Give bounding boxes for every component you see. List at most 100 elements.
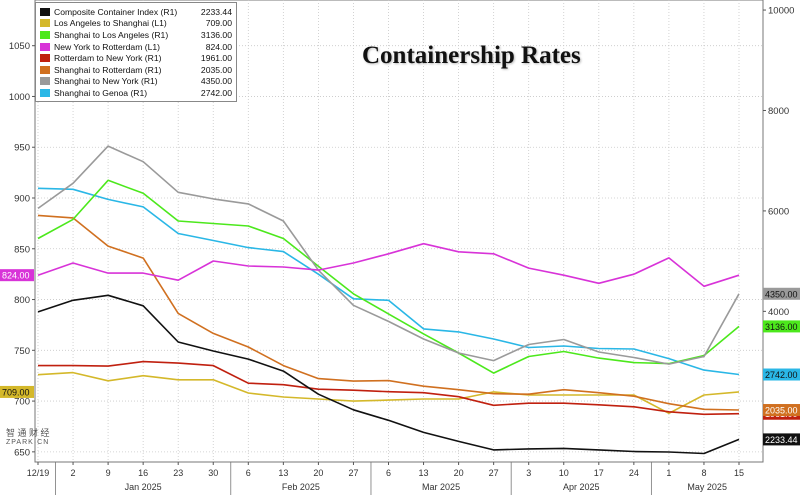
legend-series-name: Shanghai to Rotterdam (R1) [54,64,162,75]
month-label: Apr 2025 [563,482,600,492]
legend-swatch [40,88,50,97]
series-line-shanghai-to-genoa-r1 [37,187,740,376]
x-axis-tick-label: 17 [594,468,604,478]
x-axis-tick-label: 20 [454,468,464,478]
x-axis-tick-label: 6 [386,468,391,478]
last-value-tag-bg [763,320,800,333]
series-line-shanghai-to-new-york-r1 [37,145,740,365]
legend-item: Composite Container Index (R1) 2233.44 [40,6,232,18]
legend-item: Shanghai to Rotterdam (R1) 2035.00 [40,64,232,76]
legend-swatch [40,77,50,86]
legend: Composite Container Index (R1) 2233.44 Los… [35,2,237,102]
last-value-tag-bg [0,269,34,282]
chart-title: Containership Rates [362,42,581,69]
left-axis-tick-label: 800 [14,295,30,306]
legend-swatch [40,19,50,28]
legend-series-name: New York to Rotterdam (L1) [54,41,161,52]
legend-swatch [40,30,50,39]
legend-series-value: 2035.00 [200,64,232,75]
left-axis-tick-label: 650 [14,447,30,458]
last-value-tag-bg [763,433,800,446]
x-axis-tick-label: 13 [278,468,288,478]
last-value-tag: 2035.00 [765,406,798,416]
legend-series-name: Shanghai to Genoa (R1) [54,87,148,98]
last-value-tag-bg [0,385,34,398]
x-axis-tick-label: 27 [348,468,358,478]
month-label: Feb 2025 [282,482,320,492]
legend-swatch [40,42,50,51]
left-axis-tick-label: 700 [14,397,30,408]
series-line-rotterdam-to-new-york-r1 [38,360,740,416]
legend-series-name: Shanghai to Los Angeles (R1) [54,29,169,40]
x-axis-tick-label: 27 [489,468,499,478]
right-axis-tick-label: 8000 [768,106,789,117]
series-line-shanghai-to-rotterdam-r1 [37,214,740,411]
legend-series-name: Rotterdam to New York (R1) [54,53,162,64]
x-axis-tick-label: 8 [701,468,706,478]
legend-item: Rotterdam to New York (R1) 1961.00 [40,52,232,64]
x-axis-tick-label: 1 [666,468,671,478]
legend-series-value: 2233.44 [200,6,232,17]
legend-series-name: Shanghai to New York (R1) [54,76,158,87]
last-value-tag-bg [763,368,800,381]
series-line-new-york-to-rotterdam-l1 [37,242,740,288]
x-axis-tick-label: 6 [246,468,251,478]
legend-series-value: 709.00 [205,18,232,29]
legend-series-name: Composite Container Index (R1) [54,6,178,17]
legend-item: Shanghai to Los Angeles (R1) 3136.00 [40,29,232,41]
x-axis-tick-label: 3 [526,468,531,478]
x-axis-tick-label: 16 [138,468,148,478]
x-axis-tick-label: 30 [208,468,218,478]
series-layer [37,145,740,455]
right-axis-tick-label: 6000 [768,206,789,217]
left-axis-tick-label: 1050 [9,41,30,52]
x-axis-tick-label: 24 [629,468,639,478]
legend-item: New York to Rotterdam (L1) 824.00 [40,41,232,53]
x-axis-tick-label: 15 [734,468,744,478]
legend-swatch [40,7,50,16]
x-axis-tick-label: 2 [71,468,76,478]
legend-series-name: Los Angeles to Shanghai (L1) [54,18,167,29]
last-value-tag: 2233.44 [765,435,798,445]
month-label: Jan 2025 [125,482,162,492]
x-axis-tick-label: 12/19 [27,468,50,478]
legend-series-value: 4350.00 [200,76,232,87]
x-axis-tick-label: 20 [313,468,323,478]
watermark-sub: ZPARK·CN [6,439,50,446]
legend-series-value: 1961.00 [200,53,232,64]
left-axis-tick-label: 850 [14,244,30,255]
right-axis-tick-label: 10000 [768,6,794,17]
legend-series-value: 2742.00 [200,87,232,98]
x-axis-tick-label: 10 [559,468,569,478]
series-line-composite-container-index-r1 [37,294,740,455]
legend-swatch [40,65,50,74]
left-axis-tick-label: 750 [14,346,30,357]
last-value-tag: 4350.00 [765,289,798,299]
legend-swatch [40,54,50,63]
last-value-tag: 2742.00 [765,370,798,380]
legend-item: Los Angeles to Shanghai (L1) 709.00 [40,18,232,30]
left-axis-tick-label: 1000 [9,92,30,103]
legend-item: Shanghai to Genoa (R1) 2742.00 [40,87,232,99]
x-axis-tick-label: 13 [419,468,429,478]
legend-series-value: 3136.00 [200,29,232,40]
last-value-tag: 824.00 [2,271,30,281]
left-axis-tick-label: 950 [14,143,30,154]
last-value-tag: 709.00 [2,387,30,397]
x-axis-tick-label: 9 [106,468,111,478]
axis-layer: 6507007508008509009501000105020004000600… [9,6,794,495]
last-value-tag-bg [763,287,800,300]
last-value-tag-bg [763,404,800,417]
month-label: May 2025 [687,482,727,492]
last-value-tag: 3136.00 [765,322,798,332]
watermark: 智 通 财 经 ZPARK·CN [6,428,50,448]
legend-series-value: 824.00 [205,41,232,52]
x-axis-tick-label: 23 [173,468,183,478]
left-axis-tick-label: 900 [14,194,30,205]
series-line-shanghai-to-los-angeles-r1 [37,179,740,374]
right-axis-tick-label: 4000 [768,307,789,318]
last-value-labels: 2233.44709.003136.00824.001961.002035.00… [0,269,800,446]
watermark-chars: 智 通 财 经 [6,428,50,438]
